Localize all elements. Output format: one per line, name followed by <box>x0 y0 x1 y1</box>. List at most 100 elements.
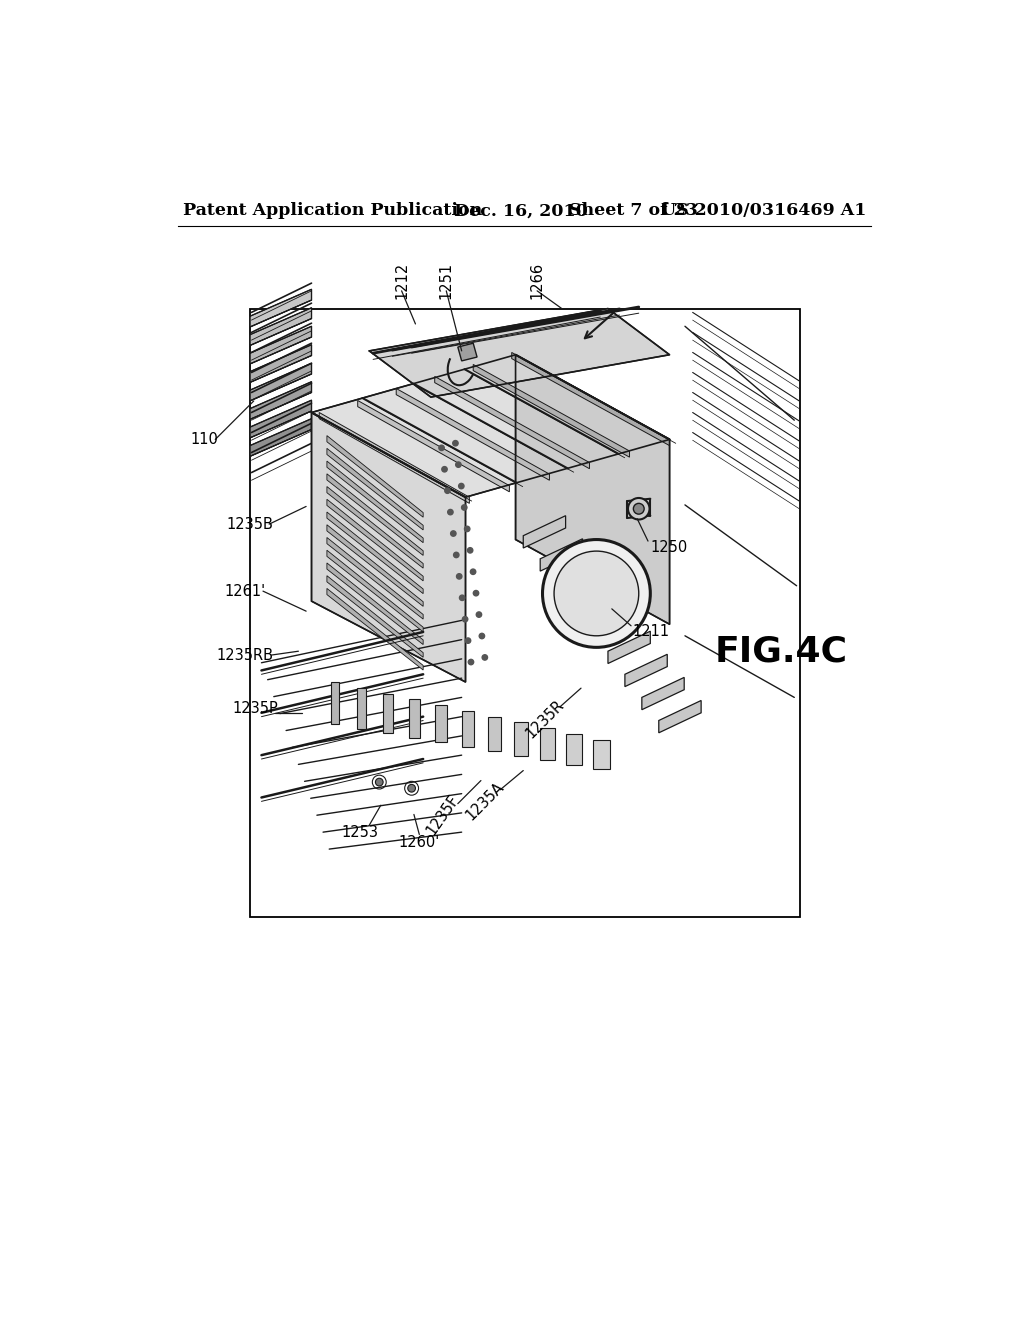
Text: 1235RB: 1235RB <box>216 648 273 663</box>
Polygon shape <box>642 677 684 710</box>
Circle shape <box>457 574 462 579</box>
Polygon shape <box>574 585 616 618</box>
Polygon shape <box>327 461 423 543</box>
Circle shape <box>468 660 474 665</box>
Text: 110: 110 <box>190 432 218 447</box>
Polygon shape <box>250 326 311 364</box>
Polygon shape <box>487 717 502 751</box>
Circle shape <box>462 504 467 511</box>
Polygon shape <box>557 562 599 594</box>
Polygon shape <box>435 376 590 469</box>
Text: 1212: 1212 <box>394 261 410 298</box>
Polygon shape <box>566 734 583 764</box>
Text: Dec. 16, 2010: Dec. 16, 2010 <box>454 202 588 219</box>
Circle shape <box>470 569 476 574</box>
Text: 1235A: 1235A <box>463 779 507 824</box>
Circle shape <box>634 503 644 513</box>
Polygon shape <box>541 539 583 572</box>
Circle shape <box>476 612 481 618</box>
Circle shape <box>408 784 416 792</box>
Text: 1253: 1253 <box>342 825 379 840</box>
Circle shape <box>456 462 461 467</box>
Polygon shape <box>462 711 474 747</box>
Circle shape <box>376 779 383 785</box>
Polygon shape <box>327 449 423 529</box>
Polygon shape <box>523 516 565 548</box>
Polygon shape <box>410 700 420 738</box>
Polygon shape <box>331 682 339 725</box>
Polygon shape <box>250 381 311 420</box>
Polygon shape <box>435 705 447 742</box>
Polygon shape <box>591 609 634 640</box>
Circle shape <box>554 552 639 636</box>
Polygon shape <box>250 363 311 401</box>
Text: Patent Application Publication: Patent Application Publication <box>183 202 482 219</box>
Text: 1211: 1211 <box>633 624 670 639</box>
Circle shape <box>473 590 478 595</box>
Polygon shape <box>327 537 423 619</box>
Polygon shape <box>311 412 466 682</box>
Polygon shape <box>357 688 367 729</box>
Polygon shape <box>327 436 423 517</box>
Text: Sheet 7 of 23: Sheet 7 of 23 <box>569 202 698 219</box>
Circle shape <box>453 441 458 446</box>
Polygon shape <box>541 729 555 760</box>
Polygon shape <box>327 525 423 606</box>
Circle shape <box>460 595 465 601</box>
Circle shape <box>479 634 484 639</box>
Circle shape <box>454 552 459 557</box>
Text: 1235F: 1235F <box>423 792 462 837</box>
Polygon shape <box>396 388 550 480</box>
Text: 1235B: 1235B <box>226 516 273 532</box>
Circle shape <box>439 445 444 450</box>
Polygon shape <box>250 289 311 327</box>
Circle shape <box>465 527 470 532</box>
Polygon shape <box>473 364 630 457</box>
Polygon shape <box>593 739 609 770</box>
Text: 1235R: 1235R <box>523 697 567 741</box>
Circle shape <box>451 531 456 536</box>
Text: 1261': 1261' <box>224 583 265 599</box>
Text: US 2010/0316469 A1: US 2010/0316469 A1 <box>660 202 866 219</box>
Polygon shape <box>327 562 423 644</box>
Circle shape <box>459 483 464 488</box>
Polygon shape <box>250 308 311 346</box>
Polygon shape <box>250 418 311 457</box>
Polygon shape <box>327 512 423 594</box>
Polygon shape <box>370 309 670 397</box>
Polygon shape <box>327 487 423 568</box>
Polygon shape <box>458 343 477 360</box>
Polygon shape <box>514 722 528 756</box>
Polygon shape <box>311 355 670 498</box>
Polygon shape <box>608 631 650 664</box>
Polygon shape <box>327 589 423 671</box>
Circle shape <box>463 616 468 622</box>
Circle shape <box>467 548 473 553</box>
Polygon shape <box>357 400 509 492</box>
Circle shape <box>441 466 447 473</box>
Text: 1266: 1266 <box>529 261 545 298</box>
Polygon shape <box>250 345 311 383</box>
Polygon shape <box>327 474 423 556</box>
Text: 1260': 1260' <box>398 834 440 850</box>
Text: 1250: 1250 <box>650 540 687 554</box>
Circle shape <box>543 540 650 647</box>
Polygon shape <box>250 400 311 438</box>
Circle shape <box>447 510 453 515</box>
Polygon shape <box>327 550 423 632</box>
Polygon shape <box>319 412 469 503</box>
Polygon shape <box>658 701 701 733</box>
Polygon shape <box>512 352 670 446</box>
Polygon shape <box>383 693 393 734</box>
Polygon shape <box>515 355 670 624</box>
Polygon shape <box>327 499 423 581</box>
Text: FIG.4C: FIG.4C <box>715 634 848 668</box>
Text: 1235P: 1235P <box>232 701 279 717</box>
Circle shape <box>628 498 649 520</box>
Bar <box>250 309 801 917</box>
Text: 1251: 1251 <box>438 261 454 298</box>
Polygon shape <box>327 576 423 657</box>
Circle shape <box>482 655 487 660</box>
Circle shape <box>465 638 471 643</box>
Circle shape <box>444 488 451 494</box>
